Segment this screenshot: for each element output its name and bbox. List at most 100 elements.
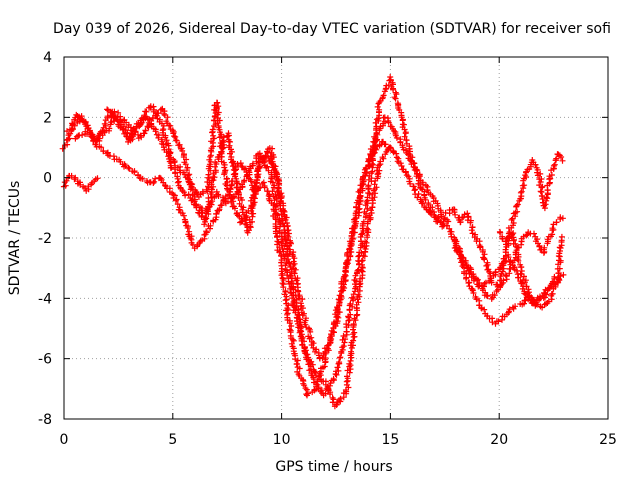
series-track-10 <box>452 240 563 309</box>
data-point <box>215 193 222 199</box>
data-point <box>407 180 414 187</box>
data-point <box>173 137 180 144</box>
data-point <box>137 121 144 128</box>
data-point <box>307 366 314 373</box>
data-point <box>551 273 558 280</box>
data-point <box>507 258 514 264</box>
data-point <box>334 313 341 320</box>
data-point <box>214 120 221 127</box>
data-point <box>286 326 293 333</box>
data-point <box>96 135 103 142</box>
data-point <box>517 189 524 196</box>
data-point <box>361 209 368 215</box>
data-point <box>229 163 236 170</box>
data-point <box>282 216 289 223</box>
data-point <box>324 342 331 349</box>
data-point <box>492 268 499 275</box>
data-point <box>525 293 532 300</box>
data-point <box>172 133 179 140</box>
data-point <box>203 229 210 236</box>
data-point <box>81 185 88 191</box>
data-point <box>363 169 370 175</box>
data-point <box>316 373 322 380</box>
data-point <box>374 103 381 110</box>
data-point <box>172 170 179 177</box>
data-point <box>376 99 383 106</box>
data-point <box>309 361 316 368</box>
data-point <box>347 357 354 364</box>
data-point <box>187 186 194 193</box>
data-point <box>506 229 513 235</box>
data-point <box>477 243 484 250</box>
x-tick-label: 5 <box>168 432 177 448</box>
data-point <box>79 117 86 124</box>
data-point <box>468 227 475 234</box>
data-point <box>214 99 221 106</box>
data-point <box>203 228 210 235</box>
data-point <box>373 123 380 130</box>
data-point <box>531 230 537 237</box>
data-point <box>311 368 318 375</box>
data-point <box>260 159 267 166</box>
data-point <box>153 112 160 119</box>
series-track-8 <box>451 234 567 327</box>
data-point <box>68 126 75 133</box>
data-point <box>523 232 530 239</box>
data-point <box>162 182 168 189</box>
data-point <box>181 189 187 196</box>
data-point <box>330 321 337 328</box>
data-point <box>86 127 93 134</box>
y-tick-label: 2 <box>43 110 52 126</box>
data-point <box>364 205 371 212</box>
x-tick-label: 10 <box>273 432 291 448</box>
data-point <box>337 292 344 299</box>
data-point <box>132 128 139 135</box>
data-point <box>344 257 351 264</box>
data-point <box>221 171 228 178</box>
data-point <box>242 220 249 227</box>
data-point <box>465 280 472 286</box>
data-point <box>381 114 388 121</box>
data-point <box>186 181 193 188</box>
data-point <box>256 150 263 157</box>
data-point <box>448 233 455 240</box>
series-track-1 <box>60 172 101 194</box>
data-point <box>555 276 562 282</box>
data-point <box>342 336 349 343</box>
data-point <box>278 272 285 279</box>
data-point <box>171 133 178 140</box>
data-point <box>518 280 525 287</box>
data-point <box>474 276 481 283</box>
data-point <box>370 146 376 153</box>
data-point <box>243 173 250 180</box>
data-point <box>219 145 226 152</box>
data-point <box>180 212 187 219</box>
data-point <box>498 260 505 267</box>
data-point <box>306 335 313 342</box>
data-point <box>484 293 491 300</box>
data-point <box>358 258 365 264</box>
data-point <box>163 137 170 144</box>
data-point <box>125 164 132 171</box>
series-track-9 <box>496 151 566 248</box>
data-point <box>269 188 276 195</box>
data-point <box>374 171 381 178</box>
data-point <box>287 285 294 292</box>
data-point <box>160 110 167 117</box>
data-point <box>482 279 489 286</box>
data-point <box>348 294 355 301</box>
data-point <box>312 372 319 379</box>
data-point <box>261 184 268 191</box>
data-point <box>174 201 181 208</box>
y-tick-label: -4 <box>38 291 52 307</box>
data-point <box>377 158 384 165</box>
data-point <box>287 289 294 296</box>
data-point <box>467 219 474 226</box>
data-point <box>461 211 468 218</box>
data-point <box>499 268 506 275</box>
data-point <box>279 280 286 287</box>
data-point <box>385 119 392 126</box>
data-point <box>534 169 541 176</box>
data-point <box>559 157 566 164</box>
data-point <box>274 176 281 183</box>
